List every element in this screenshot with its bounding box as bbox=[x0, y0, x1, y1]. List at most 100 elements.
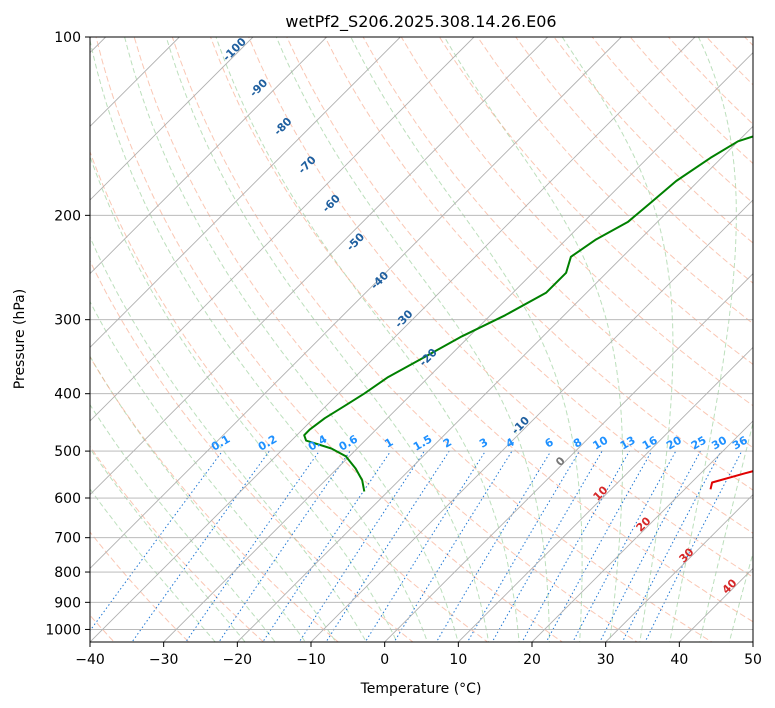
x-tick-label: 40 bbox=[670, 652, 688, 668]
dry-adiabat bbox=[756, 10, 775, 654]
mixing-ratio-line bbox=[545, 450, 653, 642]
moist-adiabat bbox=[728, 551, 753, 642]
mixing-ratio-line bbox=[90, 450, 223, 632]
pressure-gridlines bbox=[90, 37, 753, 630]
y-tick-label: 200 bbox=[54, 208, 81, 224]
y-tick-label: 900 bbox=[54, 595, 81, 611]
moist-adiabat bbox=[90, 447, 246, 642]
dry-adiabat bbox=[477, 37, 753, 325]
mixing-ratio-line bbox=[131, 450, 270, 642]
x-tick-label: −10 bbox=[296, 652, 326, 668]
moist-adiabat bbox=[90, 38, 429, 642]
isotherm bbox=[90, 37, 622, 569]
mixing-ratio-label: 36 bbox=[730, 433, 750, 452]
chart-title: wetPf2_S206.2025.308.14.26.E06 bbox=[285, 12, 556, 32]
isotherm bbox=[90, 37, 548, 496]
isotherm bbox=[90, 37, 327, 275]
mixing-ratio-label: 0.1 bbox=[209, 433, 232, 454]
dry-adiabat-label: 20 bbox=[634, 514, 654, 534]
y-axis-label: Pressure (hPa) bbox=[12, 289, 28, 389]
isotherm bbox=[90, 37, 254, 201]
mixing-ratio-lines bbox=[90, 450, 743, 642]
x-tick-label: −40 bbox=[75, 652, 105, 668]
y-tick-label: 500 bbox=[54, 444, 81, 460]
isotherms bbox=[90, 37, 753, 642]
dry-adiabat-label: -70 bbox=[296, 153, 319, 176]
dry-adiabat bbox=[438, 37, 753, 366]
moist-adiabat bbox=[124, 37, 459, 642]
dry-adiabat-label: 30 bbox=[677, 545, 697, 565]
y-tick-label: 600 bbox=[54, 491, 81, 507]
dry-adiabat-label: -50 bbox=[344, 230, 367, 253]
dry-adiabat bbox=[400, 37, 753, 407]
x-tick-label: 20 bbox=[523, 652, 541, 668]
mixing-ratio-label: 1.5 bbox=[411, 433, 434, 454]
mixing-ratio-line bbox=[393, 450, 513, 642]
mixing-ratio-label: 0.6 bbox=[337, 432, 361, 453]
dry-adiabats bbox=[90, 10, 775, 654]
moist-adiabat bbox=[165, 37, 490, 642]
dry-adiabat-label: -60 bbox=[320, 192, 343, 215]
moist-adiabat bbox=[90, 154, 398, 642]
mixing-ratio-label: 1 bbox=[382, 436, 395, 451]
dry-adiabat bbox=[90, 150, 489, 642]
mixing-ratio-label: 0.4 bbox=[306, 432, 330, 453]
dry-adiabat-label: 10 bbox=[591, 483, 611, 503]
dry-adiabat-label: -100 bbox=[220, 35, 249, 64]
x-tick-label: 10 bbox=[449, 652, 467, 668]
moist-adiabat bbox=[699, 421, 753, 642]
dry-adiabat-label: -20 bbox=[417, 346, 440, 369]
moist-adiabat bbox=[90, 488, 216, 642]
isotherm bbox=[237, 125, 753, 642]
mixing-ratio-label: 10 bbox=[590, 433, 610, 452]
x-axis-ticks: −40 −30 −20 −10 0 10 20 30 40 50 bbox=[75, 642, 762, 668]
isotherm bbox=[90, 37, 696, 642]
dry-adiabat-label: -30 bbox=[392, 307, 415, 330]
line-labels: -100-90-80-70-60-50-40-30-20-10010203040… bbox=[209, 35, 750, 597]
mixing-ratio-line bbox=[466, 450, 580, 642]
dry-adiabat bbox=[705, 37, 753, 86]
dry-adiabat bbox=[209, 37, 753, 623]
dry-adiabat-label: 40 bbox=[720, 576, 740, 596]
dry-adiabat-label: -80 bbox=[271, 115, 294, 138]
moist-adiabat bbox=[561, 37, 674, 642]
x-tick-label: −30 bbox=[149, 652, 179, 668]
plot-area: -100-90-80-70-60-50-40-30-20-10010203040… bbox=[90, 10, 775, 654]
y-tick-label: 100 bbox=[54, 30, 81, 46]
dry-adiabat-label: -40 bbox=[368, 269, 391, 292]
isotherm bbox=[163, 52, 753, 642]
y-axis-ticks: 100 200 300 400 500 600 700 800 900 1000 bbox=[45, 30, 90, 638]
moist-adiabat bbox=[90, 300, 337, 642]
profile-series bbox=[303, 135, 753, 492]
dry-adiabat bbox=[171, 37, 713, 642]
mixing-ratio-line bbox=[262, 450, 392, 642]
moist-adiabat bbox=[90, 235, 367, 642]
y-tick-label: 1000 bbox=[45, 622, 81, 638]
mixing-ratio-line bbox=[621, 450, 722, 642]
dry-adiabat bbox=[133, 37, 638, 642]
dry-adiabat bbox=[515, 37, 753, 284]
mixing-ratio-label: 30 bbox=[709, 433, 729, 452]
x-axis-label: Temperature (°C) bbox=[360, 681, 482, 697]
y-tick-label: 700 bbox=[54, 531, 81, 547]
isotherm bbox=[605, 494, 753, 642]
mixing-ratio-label: 16 bbox=[640, 433, 660, 452]
dry-adiabat bbox=[95, 37, 564, 642]
moist-adiabat bbox=[215, 37, 520, 642]
x-tick-label: 50 bbox=[744, 652, 762, 668]
moist-adiabat bbox=[669, 37, 737, 642]
mixing-ratio-line bbox=[435, 450, 552, 642]
mixing-ratio-label: 20 bbox=[664, 433, 684, 452]
moist-adiabat bbox=[90, 355, 307, 642]
x-tick-label: −20 bbox=[223, 652, 253, 668]
temperature-profile bbox=[709, 470, 753, 490]
dry-adiabat bbox=[90, 259, 414, 642]
isotherm bbox=[384, 273, 753, 642]
y-tick-label: 800 bbox=[54, 565, 81, 581]
mixing-ratio-label: 25 bbox=[689, 434, 709, 453]
mixing-ratio-label: 3 bbox=[477, 436, 490, 451]
x-tick-label: 30 bbox=[597, 652, 615, 668]
y-tick-label: 300 bbox=[54, 313, 81, 329]
y-tick-label: 400 bbox=[54, 387, 81, 403]
